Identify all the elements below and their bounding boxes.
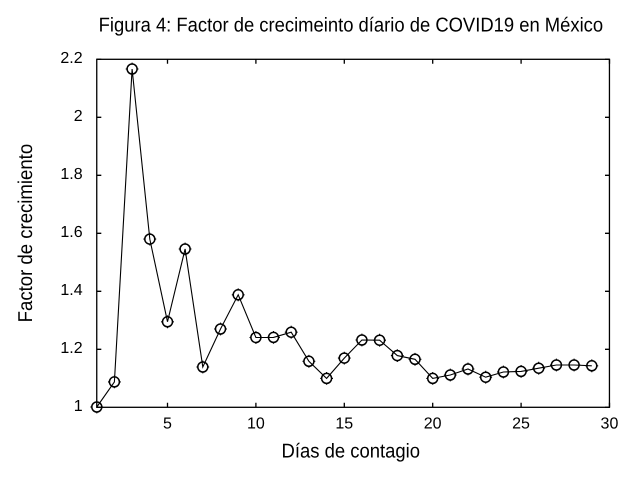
svg-text:5: 5 [163, 416, 172, 433]
svg-text:30: 30 [601, 416, 619, 433]
svg-text:10: 10 [247, 416, 265, 433]
svg-text:1.8: 1.8 [60, 166, 82, 183]
svg-text:1: 1 [74, 398, 83, 415]
svg-text:20: 20 [424, 416, 442, 433]
svg-text:Días de contagio: Días de contagio [282, 440, 421, 462]
svg-text:Figura 4: Factor de crecimeint: Figura 4: Factor de crecimeinto díario d… [99, 14, 604, 36]
svg-text:1.2: 1.2 [60, 340, 82, 357]
svg-text:1.6: 1.6 [60, 224, 82, 241]
svg-text:25: 25 [512, 416, 530, 433]
svg-text:15: 15 [335, 416, 353, 433]
svg-text:2.2: 2.2 [60, 50, 82, 67]
svg-text:Factor de crecimiento: Factor de crecimiento [15, 144, 37, 323]
svg-text:2: 2 [74, 108, 83, 125]
svg-text:1.4: 1.4 [60, 282, 82, 299]
